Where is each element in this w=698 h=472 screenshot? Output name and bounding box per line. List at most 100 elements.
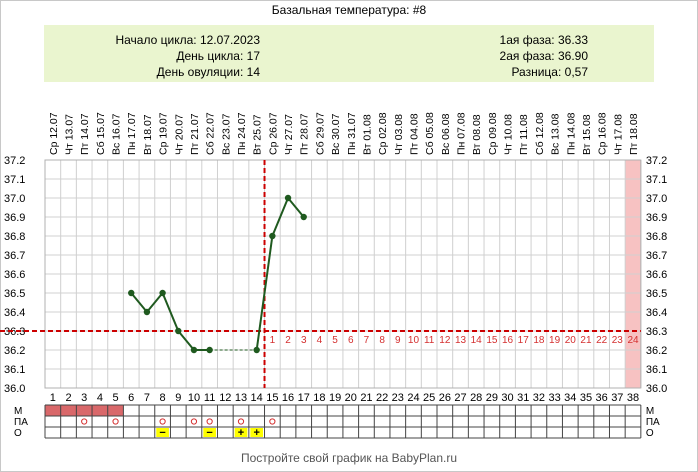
series-segment [287, 197, 305, 218]
post-ovulation-day-number: 5 [332, 335, 338, 346]
post-ovulation-day-number: 4 [317, 335, 323, 346]
cycle-info-panel: Начало цикла: 12.07.2023 День цикла: 17 … [44, 25, 654, 82]
cycle-day-number: 9 [175, 392, 181, 404]
chart-title: Базальная температура: #8 [271, 3, 427, 17]
y-tick-label-left: 36.8 [4, 231, 25, 243]
post-ovulation-day-number: 18 [533, 335, 545, 346]
cycle-day-number: 10 [188, 392, 200, 404]
row-label-left: М [14, 406, 22, 417]
date-tick-label: Вт 15.08 [581, 114, 593, 155]
pa-circle-mark [190, 418, 198, 425]
date-tick-label: Пн 07.08 [456, 112, 468, 155]
date-tick-label: Вс 23.07 [220, 113, 232, 155]
date-tick-label: Вт 18.07 [142, 114, 154, 155]
temperature-point [253, 346, 260, 354]
cycle-day-number: 19 [329, 392, 341, 404]
date-tick-label: Ср 26.07 [267, 112, 279, 155]
y-tick-label-left: 36.0 [4, 383, 25, 395]
post-ovulation-day-number: 21 [580, 335, 592, 346]
post-ovulation-day-number: 20 [565, 335, 577, 346]
menstruation-cell [107, 405, 124, 416]
y-tick-label-right: 36.5 [646, 288, 667, 300]
post-ovulation-day-number: 9 [395, 335, 401, 346]
y-tick-label-right: 36.3 [646, 326, 667, 338]
post-ovulation-day-number: 10 [408, 335, 420, 346]
o-mark-sign: − [206, 427, 212, 439]
cycle-day-number: 31 [517, 392, 529, 404]
phase2-label: 2ая фаза: [499, 49, 555, 63]
cycle-day-number: 13 [235, 392, 247, 404]
cycle-day-number: 7 [144, 392, 150, 404]
cycle-day-number: 27 [454, 392, 466, 404]
phase2-row: 2ая фаза: 36.90 [374, 48, 588, 64]
date-tick-label: Пт 28.07 [299, 113, 311, 155]
temperature-point [300, 213, 307, 221]
post-ovulation-day-number: 12 [439, 335, 451, 346]
series-segment [255, 235, 274, 351]
pa-circle-mark [112, 418, 119, 425]
y-tick-label-left: 36.7 [4, 250, 25, 262]
cycle-start-row: Начало цикла: 12.07.2023 [44, 32, 260, 48]
post-ovulation-day-number: 23 [612, 335, 624, 346]
cycle-day-number: 11 [204, 392, 215, 404]
post-ovulation-day-number: 3 [301, 335, 307, 346]
phase1-row: 1ая фаза: 36.33 [374, 32, 588, 48]
cycle-day-number: 35 [580, 392, 592, 404]
post-ovulation-day-number: 6 [348, 335, 354, 346]
post-ovulation-day-number: 7 [364, 335, 370, 346]
date-tick-label: Чт 17.08 [612, 114, 624, 155]
cycle-day-number: 23 [392, 392, 404, 404]
y-tick-label-left: 37.0 [4, 193, 25, 205]
temperature-point [128, 289, 135, 297]
temperature-point [143, 308, 151, 316]
y-tick-label-left: 37.2 [4, 155, 25, 167]
date-tick-label: Сб 29.07 [314, 112, 326, 155]
y-tick-label-right: 37.2 [646, 155, 667, 167]
series-segment [271, 197, 289, 237]
o-mark-bg [156, 428, 169, 437]
series-segment [146, 292, 164, 313]
date-tick-label: Пт 18.08 [628, 113, 640, 155]
date-tick-label: Пн 31.07 [346, 112, 358, 155]
post-ovulation-day-number: 19 [549, 335, 561, 346]
cycle-day-number: 29 [486, 392, 498, 404]
y-tick-label-right: 36.1 [646, 364, 667, 376]
cycle-day-value: 17 [246, 49, 260, 63]
cycle-day-number: 2 [65, 392, 71, 404]
series-segment [177, 330, 195, 351]
cycle-day-number: 22 [376, 392, 388, 404]
date-tick-label: Чт 20.07 [173, 114, 185, 155]
y-tick-label-right: 36.2 [646, 345, 667, 357]
post-ovulation-day-number: 24 [627, 335, 639, 346]
cycle-day-number: 36 [596, 392, 608, 404]
cycle-day-row: День цикла: 17 [44, 48, 260, 64]
date-tick-label: Вс 16.07 [111, 113, 123, 155]
y-tick-label-left: 36.5 [4, 288, 25, 300]
series-segment [161, 292, 180, 332]
o-mark-sign: + [253, 427, 259, 439]
cycle-day-number: 25 [423, 392, 435, 404]
temperature-point [175, 327, 182, 335]
date-tick-label: Вс 13.08 [550, 113, 562, 155]
cycle-day-number: 15 [266, 392, 278, 404]
cycle-day-number: 34 [564, 392, 576, 404]
pa-circle-mark [81, 418, 88, 425]
row-label-right: М [646, 406, 654, 417]
cycle-day-number: 12 [219, 392, 231, 404]
temperature-point [159, 289, 166, 297]
o-mark-bg [203, 428, 216, 437]
y-tick-label-left: 36.2 [4, 345, 25, 357]
date-tick-label: Вт 01.08 [361, 114, 373, 155]
pa-circle-mark [206, 418, 213, 425]
cycle-day-number: 30 [501, 392, 513, 404]
date-tick-label: Сб 12.08 [534, 112, 546, 155]
date-tick-label: Пн 24.07 [236, 112, 248, 155]
y-tick-label-right: 37.1 [646, 174, 667, 186]
y-tick-label-left: 36.3 [4, 326, 25, 338]
cycle-day-number: 4 [97, 392, 103, 404]
date-tick-label: Сб 05.08 [424, 112, 436, 155]
date-tick-label: Пн 17.07 [126, 112, 138, 155]
footer-link[interactable]: Постройте свой график на BabyPlan.ru [240, 451, 458, 465]
date-tick-label: Пт 21.07 [189, 113, 201, 155]
